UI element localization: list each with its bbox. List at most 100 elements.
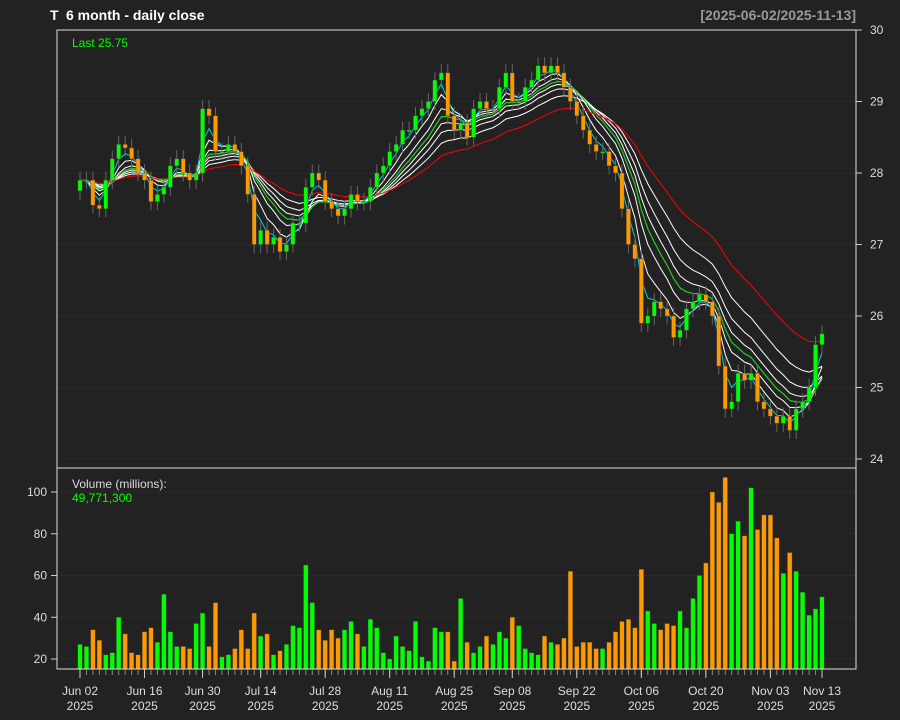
candle-body — [451, 115, 457, 131]
candle-body — [84, 179, 89, 182]
date-tick-label: Aug 25 — [435, 684, 473, 698]
candle-body — [174, 158, 180, 167]
candle-body — [200, 108, 205, 174]
volume-tick-label: 100 — [27, 485, 47, 499]
candle-body — [800, 401, 805, 410]
candle-body — [477, 101, 483, 109]
volume-bar — [671, 625, 677, 670]
volume-bar — [742, 535, 748, 670]
volume-bar — [309, 602, 315, 670]
candle-body — [264, 229, 270, 245]
volume-bar — [522, 648, 528, 670]
volume-bar — [709, 491, 715, 670]
candle-body — [277, 237, 283, 252]
candle-body — [122, 144, 128, 149]
candle-body — [639, 258, 644, 324]
volume-bar — [548, 642, 554, 670]
ema-line-white — [80, 88, 823, 388]
candle-body — [606, 151, 612, 167]
volume-bar — [387, 658, 393, 670]
candle-body — [155, 194, 160, 202]
candle-body — [77, 179, 83, 192]
volume-bar — [303, 564, 309, 670]
chart-title: 6 month - daily close — [66, 7, 205, 23]
volume-bar — [516, 625, 522, 670]
candle-body — [548, 65, 554, 74]
candle-body — [297, 222, 302, 225]
candle-body — [445, 72, 451, 117]
date-tick-label: Jun 16 — [127, 684, 163, 698]
volume-bar — [542, 635, 548, 670]
candle-body — [806, 387, 812, 403]
volume-bar — [77, 644, 83, 670]
volume-bar — [393, 635, 399, 670]
volume-panel-frame — [56, 467, 857, 670]
volume-bar — [483, 635, 489, 670]
volume-bar — [748, 487, 754, 670]
date-tick-label: Nov 03 — [751, 684, 789, 698]
volume-bar — [290, 625, 296, 670]
candle-body — [735, 373, 741, 403]
candle-body — [245, 165, 251, 195]
candle-body — [600, 151, 605, 154]
candle-body — [316, 172, 322, 181]
candle-body — [193, 172, 199, 181]
candle-body — [368, 187, 373, 202]
candlesticks — [77, 57, 825, 439]
candle-body — [535, 65, 541, 81]
candle-body — [503, 72, 509, 88]
candle-body — [116, 144, 122, 159]
price-tick-label: 27 — [870, 238, 884, 252]
date-tick-label: Oct 06 — [624, 684, 660, 698]
candle-body — [148, 179, 154, 202]
candle-body — [471, 108, 476, 138]
candle-body — [716, 315, 722, 367]
volume-bar — [600, 648, 606, 670]
volume-bar — [664, 623, 670, 670]
candle-body — [284, 244, 289, 252]
volume-bar — [761, 514, 767, 670]
volume-bar — [813, 608, 819, 670]
volume-bar — [554, 644, 560, 670]
volume-bar — [619, 621, 625, 670]
candle-body — [729, 401, 734, 410]
candle-body — [251, 194, 257, 245]
date-tick-label: Jul 28 — [309, 684, 341, 698]
date-tick-year: 2025 — [628, 699, 655, 713]
volume-bar — [632, 627, 638, 670]
candle-body — [529, 79, 534, 88]
volume-bar — [432, 627, 438, 670]
volume-bar — [774, 537, 780, 670]
volume-bar — [135, 654, 141, 670]
candle-body — [303, 187, 309, 224]
volume-bar — [206, 646, 212, 670]
volume-bar — [780, 573, 786, 670]
date-tick-year: 2025 — [693, 699, 720, 713]
volume-bar — [264, 633, 270, 670]
volume-bar — [638, 569, 644, 670]
volume-bar — [148, 627, 154, 670]
volume-bar — [90, 629, 96, 670]
volume-bar — [529, 652, 535, 670]
candle-body — [439, 72, 444, 81]
candle-body — [768, 408, 773, 417]
volume-bar — [109, 652, 115, 670]
candle-body — [109, 158, 115, 181]
volume-bar — [645, 610, 651, 670]
volume-bar — [722, 477, 728, 670]
candle-body — [645, 315, 651, 324]
candle-body — [355, 194, 360, 202]
volume-bar — [122, 633, 128, 670]
candle-body — [651, 301, 657, 317]
candle-body — [516, 101, 522, 104]
volume-bar — [83, 646, 89, 670]
volume-bar — [154, 642, 160, 670]
price-tick-label: 29 — [870, 95, 884, 109]
price-tick-label: 24 — [870, 452, 884, 466]
candle-body — [380, 165, 386, 174]
price-tick-label: 26 — [870, 309, 884, 323]
volume-bar — [200, 612, 206, 670]
volume-bar — [445, 631, 451, 670]
date-tick-year: 2025 — [499, 699, 526, 713]
